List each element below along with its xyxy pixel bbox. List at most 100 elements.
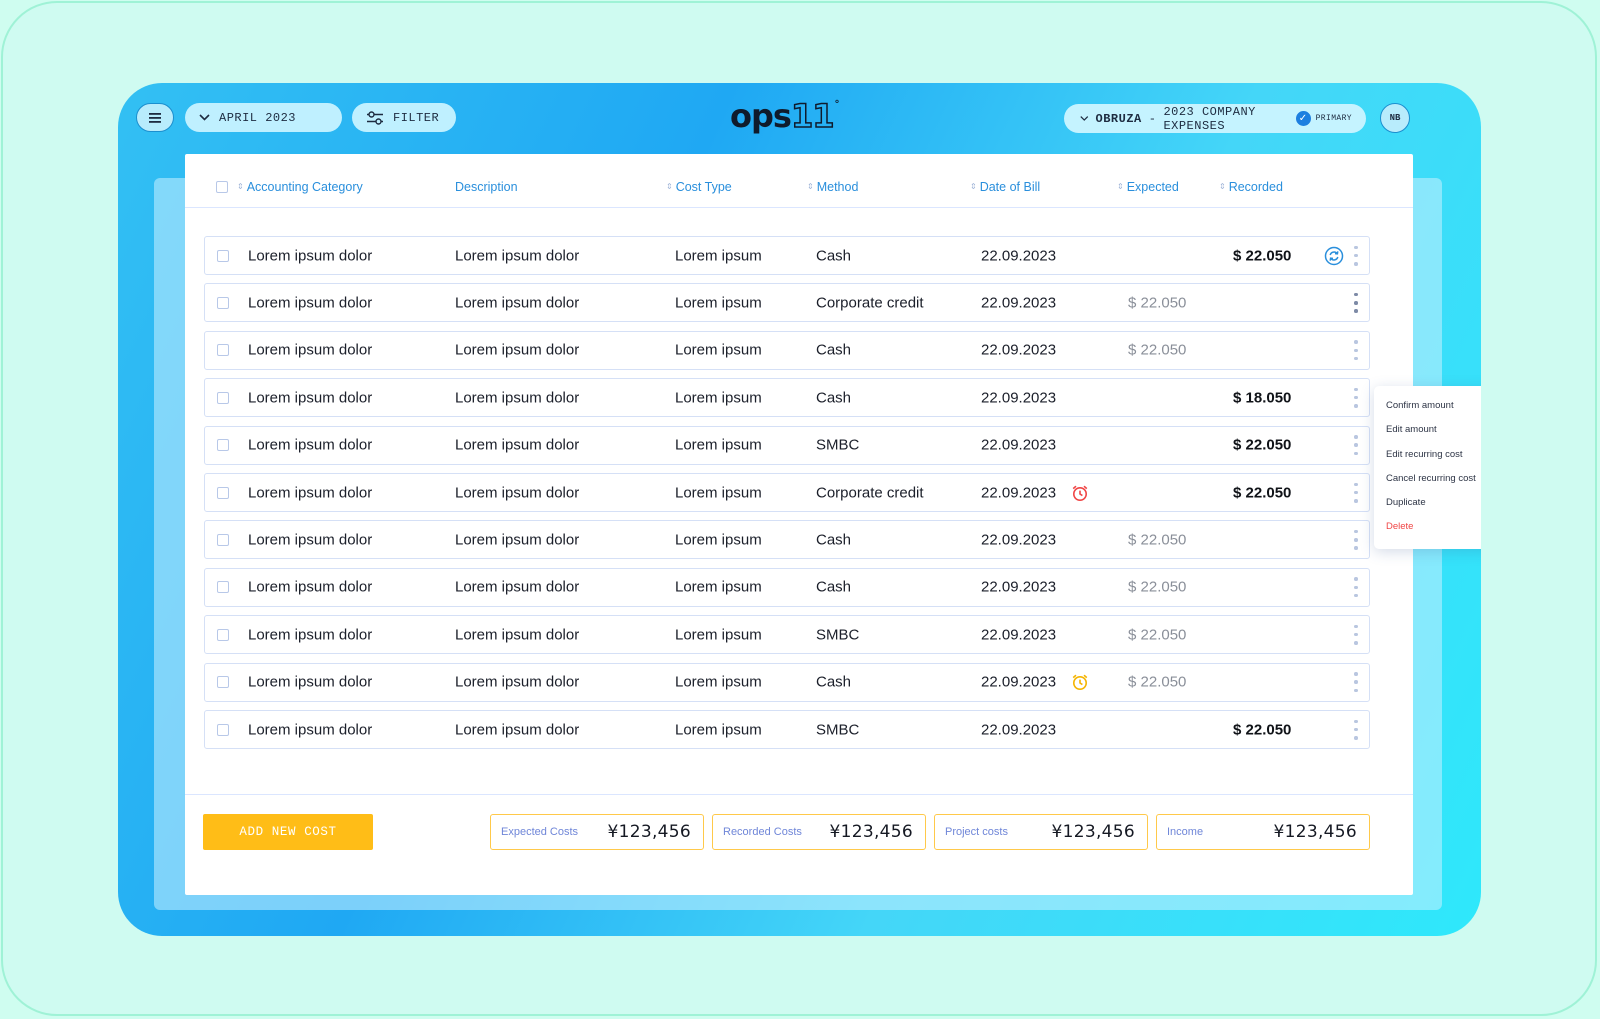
more-vertical-icon[interactable] xyxy=(1353,719,1359,740)
row-checkbox[interactable] xyxy=(217,486,229,499)
more-vertical-icon[interactable] xyxy=(1353,482,1359,503)
column-method[interactable]: ⇕ Method xyxy=(807,180,858,194)
table-row[interactable]: Lorem ipsum dolor Lorem ipsum dolor Lorem … xyxy=(204,710,1370,749)
table-row[interactable]: Lorem ipsum dolor Lorem ipsum dolor Lorem … xyxy=(204,567,1370,607)
sync-icon[interactable] xyxy=(1324,246,1344,266)
context-menu-item[interactable]: Duplicate xyxy=(1386,497,1426,509)
menu-button[interactable] xyxy=(136,103,174,132)
row-checkbox[interactable] xyxy=(217,628,229,641)
cell-date: 22.09.2023 xyxy=(981,578,1057,596)
cell-recorded: $ 18.050 xyxy=(1233,389,1292,407)
column-description[interactable]: Description xyxy=(455,180,518,194)
more-vertical-icon[interactable] xyxy=(1353,529,1359,550)
column-cost-type[interactable]: ⇕ Cost Type xyxy=(666,180,732,194)
row-checkbox[interactable] xyxy=(217,533,229,546)
select-all-checkbox[interactable] xyxy=(216,181,228,193)
avatar[interactable]: NB xyxy=(1380,103,1410,133)
alarm-clock-icon[interactable] xyxy=(1071,673,1089,691)
cell-method: Corporate credit xyxy=(816,484,924,501)
table-row[interactable]: Lorem ipsum dolor Lorem ipsum dolor Lorem … xyxy=(204,520,1370,560)
cell-cost-type: Lorem ipsum xyxy=(675,247,762,264)
more-vertical-icon[interactable] xyxy=(1353,292,1359,313)
company-name: OBRUZA xyxy=(1095,111,1142,126)
cell-recorded: $ 22.050 xyxy=(1233,721,1292,738)
context-menu-item[interactable]: Cancel recurring cost xyxy=(1386,472,1476,484)
cell-category: Lorem ipsum dolor xyxy=(248,673,373,691)
table-row[interactable]: Lorem ipsum dolor Lorem ipsum dolor Lorem … xyxy=(204,283,1370,323)
primary-label: PRIMARY xyxy=(1315,114,1352,123)
row-checkbox[interactable] xyxy=(217,439,229,452)
table-row[interactable]: Lorem ipsum dolor Lorem ipsum dolor Lorem … xyxy=(204,236,1370,275)
context-menu-item[interactable]: Confirm amount xyxy=(1386,400,1454,411)
cell-cost-type: Lorem ipsum xyxy=(675,673,762,691)
month-selector[interactable]: APRIL 2023 xyxy=(185,103,342,132)
more-vertical-icon[interactable] xyxy=(1353,624,1359,645)
table-row[interactable]: Lorem ipsum dolor Lorem ipsum dolor Lorem … xyxy=(204,425,1370,465)
cell-method: Cash xyxy=(816,247,852,264)
column-label: Expected xyxy=(1126,180,1179,194)
more-vertical-icon[interactable] xyxy=(1353,245,1359,266)
cell-description: Lorem ipsum dolor xyxy=(455,484,580,501)
table-row[interactable]: Lorem ipsum dolor Lorem ipsum dolor Lorem … xyxy=(204,615,1370,655)
column-date-of-bill[interactable]: ⇕ Date of Bill xyxy=(970,180,1040,194)
month-label: APRIL 2023 xyxy=(219,110,297,125)
row-checkbox[interactable] xyxy=(217,249,229,262)
cell-cost-type: Lorem ipsum xyxy=(675,721,762,738)
sort-icon: ⇕ xyxy=(237,182,244,191)
more-vertical-icon[interactable] xyxy=(1353,577,1359,598)
table-row[interactable]: Lorem ipsum dolor Lorem ipsum dolor Lorem … xyxy=(204,330,1370,370)
alarm-clock-icon[interactable] xyxy=(1071,484,1089,502)
row-checkbox[interactable] xyxy=(217,391,229,404)
chevron-down-icon xyxy=(199,114,210,121)
column-recorded[interactable]: ⇕ Recorded xyxy=(1219,180,1283,194)
cell-date: 22.09.2023 xyxy=(981,626,1057,644)
cell-method: Corporate credit xyxy=(816,294,924,312)
cell-date: 22.09.2023 xyxy=(981,436,1057,454)
cell-cost-type: Lorem ipsum xyxy=(675,389,762,407)
cell-recorded: $ 22.050 xyxy=(1233,436,1292,454)
cell-cost-type: Lorem ipsum xyxy=(675,484,762,501)
row-checkbox[interactable] xyxy=(217,344,229,357)
cell-description: Lorem ipsum dolor xyxy=(455,436,580,454)
more-vertical-icon[interactable] xyxy=(1353,387,1359,408)
column-accounting-category[interactable]: ⇕ Accounting Category xyxy=(237,180,363,194)
cell-category: Lorem ipsum dolor xyxy=(248,578,373,596)
sliders-icon xyxy=(367,110,383,125)
context-menu-delete[interactable]: Delete xyxy=(1386,521,1414,533)
row-checkbox[interactable] xyxy=(217,581,229,594)
cell-date: 22.09.2023 xyxy=(981,389,1057,407)
row-checkbox[interactable] xyxy=(217,676,229,689)
cell-date: 22.09.2023 xyxy=(981,294,1057,312)
cell-date: 22.09.2023 xyxy=(981,721,1057,738)
more-vertical-icon[interactable] xyxy=(1353,435,1359,456)
table-row[interactable]: Lorem ipsum dolor Lorem ipsum dolor Lorem … xyxy=(204,473,1370,512)
filter-label: FILTER xyxy=(393,110,440,125)
more-vertical-icon[interactable] xyxy=(1353,340,1359,361)
app-logo: ops 11 ° xyxy=(730,96,870,137)
cell-method: SMBC xyxy=(816,721,860,738)
stat-value: ¥123,456 xyxy=(829,822,913,842)
cell-category: Lorem ipsum dolor xyxy=(248,247,373,264)
stat-project-costs: Project costs ¥123,456 xyxy=(934,814,1148,850)
cell-cost-type: Lorem ipsum xyxy=(675,341,762,359)
cell-method: Cash xyxy=(816,531,852,549)
cell-expected: $ 22.050 xyxy=(1128,626,1187,644)
more-vertical-icon[interactable] xyxy=(1353,672,1359,693)
column-label: Cost Type xyxy=(675,180,732,194)
filter-button[interactable]: FILTER xyxy=(352,103,456,132)
row-checkbox[interactable] xyxy=(217,296,229,309)
project-selector[interactable]: OBRUZA - 2023 COMPANY EXPENSES ✓ PRIMARY xyxy=(1064,104,1366,133)
column-expected[interactable]: ⇕ Expected xyxy=(1117,180,1179,194)
cell-recorded: $ 22.050 xyxy=(1233,484,1292,501)
context-menu-item[interactable]: Edit recurring cost xyxy=(1386,448,1463,460)
sort-icon: ⇕ xyxy=(1219,182,1226,191)
table-row[interactable]: Lorem ipsum dolor Lorem ipsum dolor Lorem … xyxy=(204,378,1370,418)
add-new-cost-button[interactable]: ADD NEW COST xyxy=(203,814,373,850)
row-checkbox[interactable] xyxy=(217,723,229,736)
table-header: ⇕ Accounting Category Description ⇕ Cost T… xyxy=(185,154,1413,208)
cell-description: Lorem ipsum dolor xyxy=(455,673,580,691)
context-menu-item[interactable]: Edit amount xyxy=(1386,424,1437,436)
table-row[interactable]: Lorem ipsum dolor Lorem ipsum dolor Lorem … xyxy=(204,662,1370,702)
expenses-panel: ⇕ Accounting Category Description ⇕ Cost T… xyxy=(185,154,1481,895)
cell-date: 22.09.2023 xyxy=(981,247,1057,264)
